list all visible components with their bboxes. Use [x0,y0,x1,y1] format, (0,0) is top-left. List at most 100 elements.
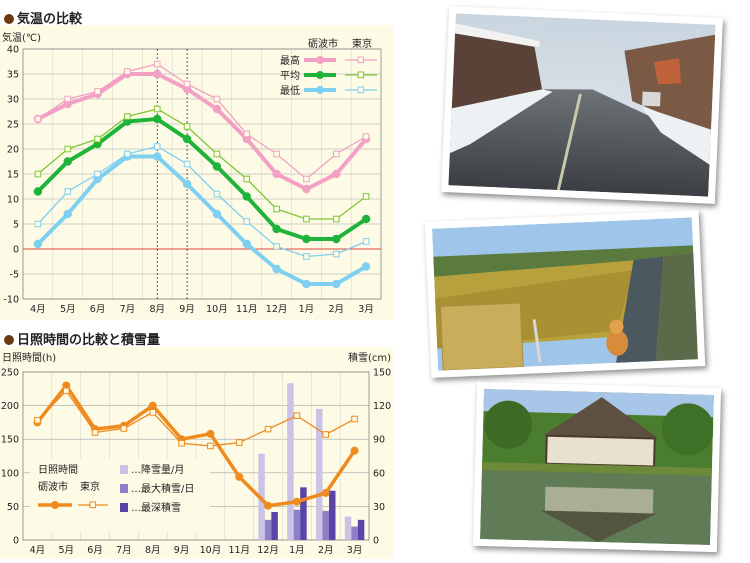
series-line [36,382,357,508]
data-point [124,150,131,158]
data-point [293,412,301,419]
snow-bar [322,510,329,540]
data-point [332,250,340,258]
x-tick-label: 1月 [289,545,305,556]
data-point [303,215,310,223]
data-point [153,114,162,124]
legend-marker-tokyo [89,501,97,509]
y-tick-label: 15 [7,170,19,181]
series-line [36,116,368,241]
x-tick-label: 7月 [116,545,132,556]
legend-swatch [120,465,128,474]
sunshine-snow-chart: 日照時間(h) 積雪(cm) 0 50 100 150 200 250 0 30 60 90 120 15… [1,351,391,556]
data-point [302,184,311,194]
legend-snow-label: …降雪量/月 [131,463,184,476]
data-point [34,220,42,228]
x-tick-label: 6月 [90,304,106,315]
data-point [235,439,243,446]
data-point [62,381,71,390]
legend-label: 最高 [280,54,300,67]
series-最低-東京 [34,143,370,260]
sunshine-section-title: 日照時間の比較と積雪量 [4,329,160,348]
data-point [207,442,214,450]
legend-snow-label: …最深積雪 [131,501,181,514]
data-point [243,218,251,225]
x-tick-label: 12月 [257,545,279,556]
snow-bar [287,383,294,540]
temperature-ylabel: 気温(℃) [2,31,41,44]
data-point [124,113,131,120]
y-tick-label: 0 [13,245,19,256]
series-平均-東京 [34,105,370,223]
data-point [120,425,128,432]
legend-label-toyama: 砺波市 [38,480,68,493]
data-point [94,88,101,95]
sunshine-series-東京 [34,387,358,450]
data-point [243,130,251,138]
data-point [322,431,330,438]
x-tick-label: 2月 [318,545,334,556]
x-tick-label: 2月 [328,304,344,315]
sunshine-chart-panel: 日照時間(h) 積雪(cm) 0 50 100 150 200 250 0 30 60 90 120 15… [0,347,393,559]
x-tick-label: 1月 [299,304,315,315]
snow-bar [357,519,365,540]
legend-marker-toyama [51,501,59,509]
data-point [182,134,192,144]
x-tick-label: 10月 [200,545,222,556]
y-right-tick-label: 120 [373,401,391,412]
y-tick-label: 30 [7,95,19,106]
photo-farmhouse [472,381,722,553]
series-line [37,63,367,180]
legend-swatch [120,484,128,493]
y-tick-label: -5 [10,270,19,281]
data-point [33,239,43,249]
data-point [148,401,157,410]
data-point [153,105,161,113]
y-left-tick-label: 200 [1,401,19,412]
x-tick-label: 11月 [228,545,250,556]
x-tick-label: 7月 [120,304,136,315]
data-point [33,187,43,196]
data-point [34,417,41,424]
data-point [332,279,341,289]
legend-marker-toyama [316,56,324,64]
legend-label-tokyo: 東京 [80,480,100,493]
data-point [332,234,341,244]
series-line [37,145,367,258]
data-point [213,190,221,198]
data-point [332,150,340,158]
farmhouse-reflection-image [480,389,715,545]
data-point [64,188,72,195]
legend-marker-tokyo [357,71,365,79]
x-tick-label: 8月 [149,304,165,315]
data-point [153,60,161,68]
snow-bar [351,526,358,540]
data-point [212,162,222,171]
snow-bar [344,516,352,540]
temperature-chart-panel: 気温(℃) -10 -5 0 5 10 15 20 25 30 35 40 4月 5月 6月 7月 8月 9月 10… [0,25,393,320]
y-right-tick-label: 30 [373,502,385,513]
snow-bar [271,512,278,540]
y-tick-label: -10 [3,295,19,306]
snow-bar [316,408,323,540]
legend-marker-toyama [316,86,324,94]
data-point [303,175,310,183]
data-point [34,170,42,178]
data-point [243,175,251,183]
series-line [36,389,355,447]
data-point [362,238,370,245]
data-point [183,160,191,168]
y-tick-label: 35 [7,70,19,81]
x-tick-label: 10月 [206,304,228,315]
plot-frame [22,371,370,541]
series-line [36,154,368,286]
x-tick-label: 3月 [347,545,363,556]
snow-ylabel: 積雪(cm) [348,351,391,364]
y-tick-label: 40 [7,45,19,56]
x-tick-label: 4月 [30,545,46,556]
data-point [183,80,191,88]
data-point [351,415,358,423]
data-point [272,264,281,274]
snow-bar [329,490,336,540]
